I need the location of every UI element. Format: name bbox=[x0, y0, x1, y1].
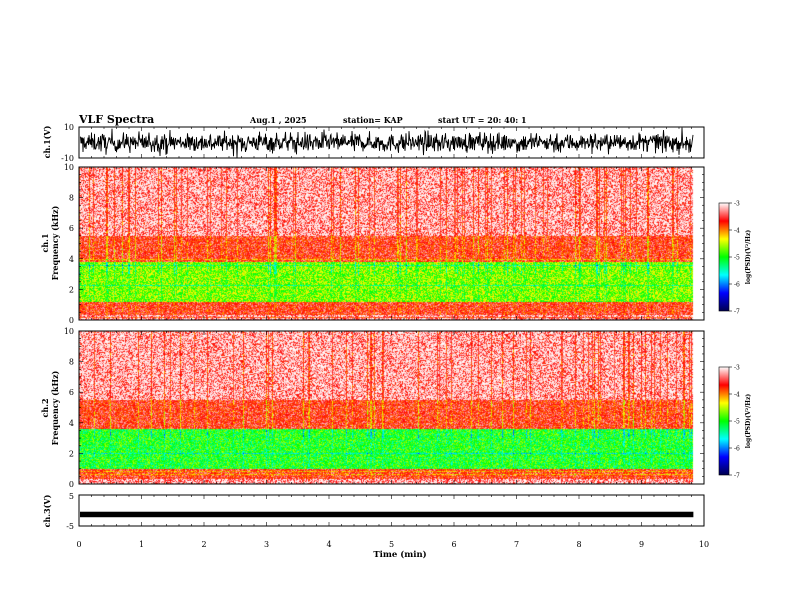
colorbar-tick-label: -3 bbox=[734, 365, 740, 372]
colorbar-ch2-label: log(PSD)(V²/Hz) bbox=[745, 394, 752, 449]
ch2-spectrogram-yticks: 0 2 4 6 8 10 bbox=[64, 327, 704, 489]
colorbar-tick-label: -4 bbox=[734, 392, 740, 399]
ch2-spectrogram-ticks bbox=[78, 331, 705, 484]
ch1-spectrogram-ylabel-channel: ch.1 bbox=[40, 233, 50, 252]
colorbar-ch2-gradient bbox=[718, 366, 730, 476]
ch3-waveform-ytick-bottom: -5 bbox=[66, 522, 74, 531]
panel-ch2-spectrogram: 0 2 4 6 8 10 ch.2 Frequency (kHz) bbox=[40, 327, 705, 489]
ch1-waveform-line bbox=[79, 127, 694, 158]
y-tick-label: 8 bbox=[69, 194, 74, 203]
colorbar-ch2: -3 -4 -5 -6 -7 log(PSD)(V²/Hz) bbox=[718, 365, 752, 480]
panel-ch1-waveform: 10 -10 ch.1(V) bbox=[42, 123, 705, 163]
ch3-waveform-trace bbox=[80, 511, 694, 518]
colorbar-tick-label: -6 bbox=[734, 282, 740, 289]
ch2-spectrogram-image bbox=[79, 331, 704, 484]
time-axis-tick-labels: 0 1 2 3 4 5 6 7 8 9 10 bbox=[76, 540, 709, 549]
x-tick-label: 9 bbox=[639, 540, 644, 549]
x-tick-label: 8 bbox=[576, 540, 581, 549]
y-tick-label: 0 bbox=[69, 480, 74, 489]
x-tick-label: 2 bbox=[201, 540, 206, 549]
ch1-waveform-ticks bbox=[78, 127, 705, 158]
ch1-spectrogram-ylabel-frequency: Frequency (kHz) bbox=[50, 205, 60, 280]
panel-ch1-spectrogram: 0 2 4 6 8 10 ch.1 Frequency (kHz) bbox=[40, 163, 705, 325]
x-tick-label: 1 bbox=[139, 540, 144, 549]
colorbar-ch1: -3 -4 -5 -6 -7 log(PSD)(V²/Hz) bbox=[718, 201, 752, 316]
date-label: Aug.1 , 2025 bbox=[249, 115, 307, 125]
y-tick-label: 6 bbox=[69, 224, 74, 233]
x-tick-label: 6 bbox=[451, 540, 456, 549]
start-time-label: start UT = 20: 40: 1 bbox=[438, 115, 527, 125]
colorbar-tick-label: -5 bbox=[734, 255, 740, 262]
ch3-waveform-band bbox=[80, 511, 694, 518]
colorbar-ch1-label: log(PSD)(V²/Hz) bbox=[745, 230, 752, 285]
colorbar-ch2-ticks: -3 -4 -5 -6 -7 bbox=[729, 365, 740, 480]
y-tick-label: 0 bbox=[69, 316, 74, 325]
time-axis-label: Time (min) bbox=[373, 549, 426, 560]
ch3-waveform-ytick-top: 5 bbox=[69, 492, 74, 501]
ch1-spectrogram-ticks bbox=[78, 167, 705, 320]
colorbar-ch1-ticks: -3 -4 -5 -6 -7 bbox=[729, 201, 740, 316]
colorbar-tick-label: -5 bbox=[734, 419, 740, 426]
ch1-waveform-ytick-bottom: -10 bbox=[61, 154, 74, 163]
station-label: station= KAP bbox=[343, 115, 403, 125]
ch1-waveform-trace bbox=[79, 127, 694, 158]
colorbar-tick-label: -6 bbox=[734, 446, 740, 453]
ch2-spectrogram-ylabel-frequency: Frequency (kHz) bbox=[50, 370, 60, 445]
y-tick-label: 2 bbox=[69, 285, 74, 294]
ch3-waveform-frame bbox=[78, 494, 705, 527]
x-tick-label: 4 bbox=[326, 540, 331, 549]
ch3-waveform-ticks bbox=[78, 495, 705, 526]
figure-title: VLF Spectra bbox=[78, 113, 154, 126]
y-tick-label: 4 bbox=[69, 419, 74, 428]
ch1-spectrogram-yticks: 0 2 4 6 8 10 bbox=[64, 163, 704, 325]
ch1-spectrogram-image bbox=[79, 167, 704, 320]
x-tick-label: 7 bbox=[514, 540, 519, 549]
panel-ch3-waveform: 5 -5 ch.3(V) 0 1 2 3 4 5 6 7 8 9 10 Time (min) bbox=[42, 492, 709, 560]
x-tick-label: 3 bbox=[264, 540, 269, 549]
x-tick-label: 5 bbox=[389, 540, 394, 549]
colorbar-tick-label: -4 bbox=[734, 228, 740, 235]
ch2-spectrogram-ylabel-channel: ch.2 bbox=[40, 398, 50, 417]
y-tick-label: 6 bbox=[69, 388, 74, 397]
y-tick-label: 4 bbox=[69, 255, 74, 264]
y-tick-label: 10 bbox=[64, 327, 74, 336]
y-tick-label: 10 bbox=[64, 163, 74, 172]
ch1-waveform-ytick-top: 10 bbox=[64, 123, 74, 132]
x-tick-label: 10 bbox=[699, 540, 709, 549]
y-tick-label: 8 bbox=[69, 358, 74, 367]
colorbar-tick-label: -3 bbox=[734, 201, 740, 208]
ch3-waveform-ylabel: ch.3(V) bbox=[42, 494, 52, 527]
colorbar-tick-label: -7 bbox=[734, 473, 740, 480]
colorbar-ch1-gradient bbox=[718, 202, 730, 312]
x-tick-label: 0 bbox=[76, 540, 81, 549]
colorbar-tick-label: -7 bbox=[734, 309, 740, 316]
ch1-waveform-ylabel: ch.1(V) bbox=[42, 125, 52, 158]
y-tick-label: 2 bbox=[69, 449, 74, 458]
